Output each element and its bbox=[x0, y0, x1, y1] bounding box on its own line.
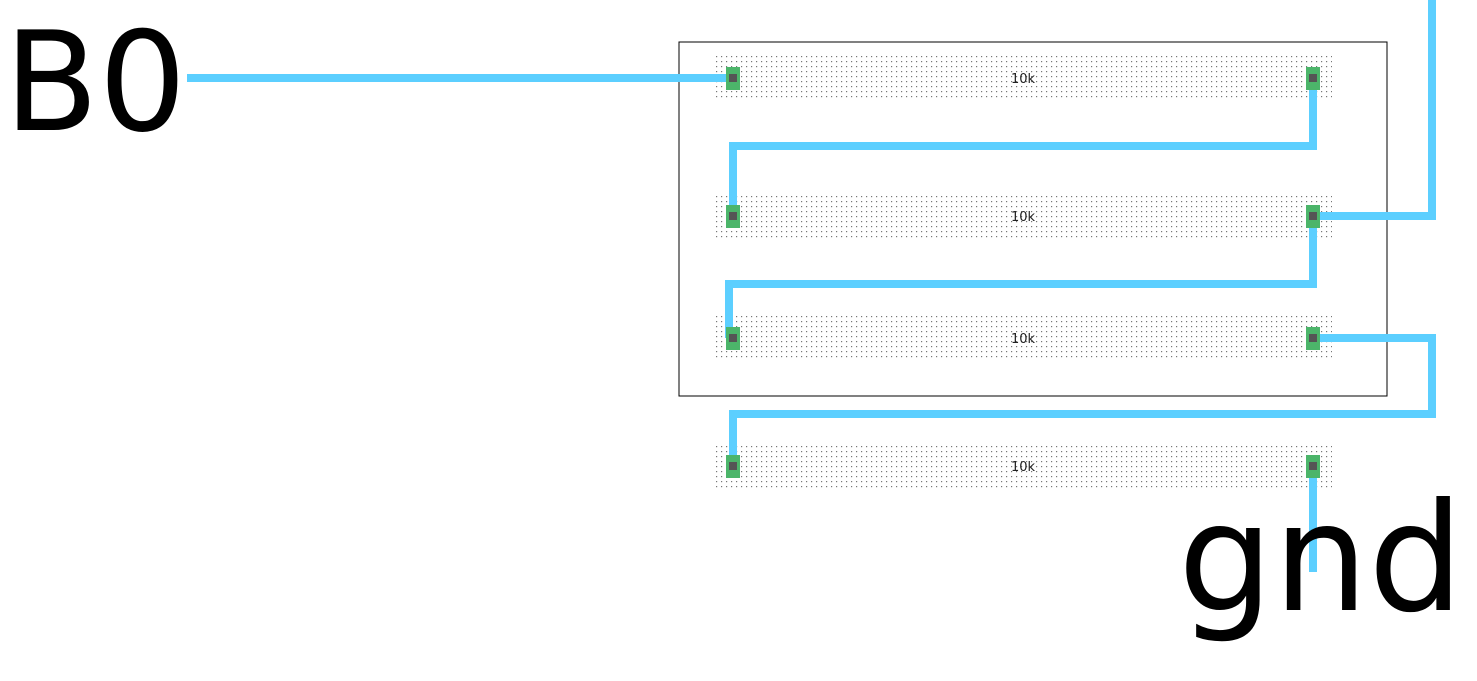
wire-r2-out[interactable] bbox=[1313, 0, 1436, 220]
pin-right[interactable] bbox=[1306, 67, 1320, 90]
resistor-body bbox=[714, 56, 1332, 100]
pin-center bbox=[729, 74, 737, 82]
resistor-body bbox=[714, 316, 1332, 360]
pin-center bbox=[1309, 74, 1317, 82]
resistor-value: 10k bbox=[1011, 72, 1036, 87]
pin-left[interactable] bbox=[726, 67, 740, 90]
pin-center bbox=[729, 334, 737, 342]
wire-r2-r3[interactable] bbox=[725, 216, 1317, 338]
pin-center bbox=[729, 462, 737, 470]
pin-right[interactable] bbox=[1306, 455, 1320, 478]
net-label-gnd: gnd bbox=[1178, 472, 1464, 646]
resistor[interactable]: 10k bbox=[714, 56, 1332, 100]
resistor[interactable]: 10k bbox=[714, 444, 1332, 488]
pin-left[interactable] bbox=[726, 455, 740, 478]
resistor-body bbox=[714, 444, 1332, 488]
pin-center bbox=[729, 212, 737, 220]
pin-right[interactable] bbox=[1306, 205, 1320, 228]
resistor-value: 10k bbox=[1011, 210, 1036, 225]
pin-center bbox=[1309, 212, 1317, 220]
resistor[interactable]: 10k bbox=[714, 316, 1332, 360]
wire-r3-r4[interactable] bbox=[729, 334, 1436, 466]
resistor[interactable]: 10k bbox=[714, 194, 1332, 238]
pin-center bbox=[1309, 462, 1317, 470]
resistor-body bbox=[714, 194, 1332, 238]
wire-r1-r2[interactable] bbox=[729, 78, 1317, 216]
pin-right[interactable] bbox=[1306, 327, 1320, 350]
pin-center bbox=[1309, 334, 1317, 342]
net-label-b0: B0 bbox=[4, 2, 187, 163]
pin-left[interactable] bbox=[726, 205, 740, 228]
resistor-value: 10k bbox=[1011, 332, 1036, 347]
resistor-value: 10k bbox=[1011, 460, 1036, 475]
pin-left[interactable] bbox=[726, 327, 740, 350]
